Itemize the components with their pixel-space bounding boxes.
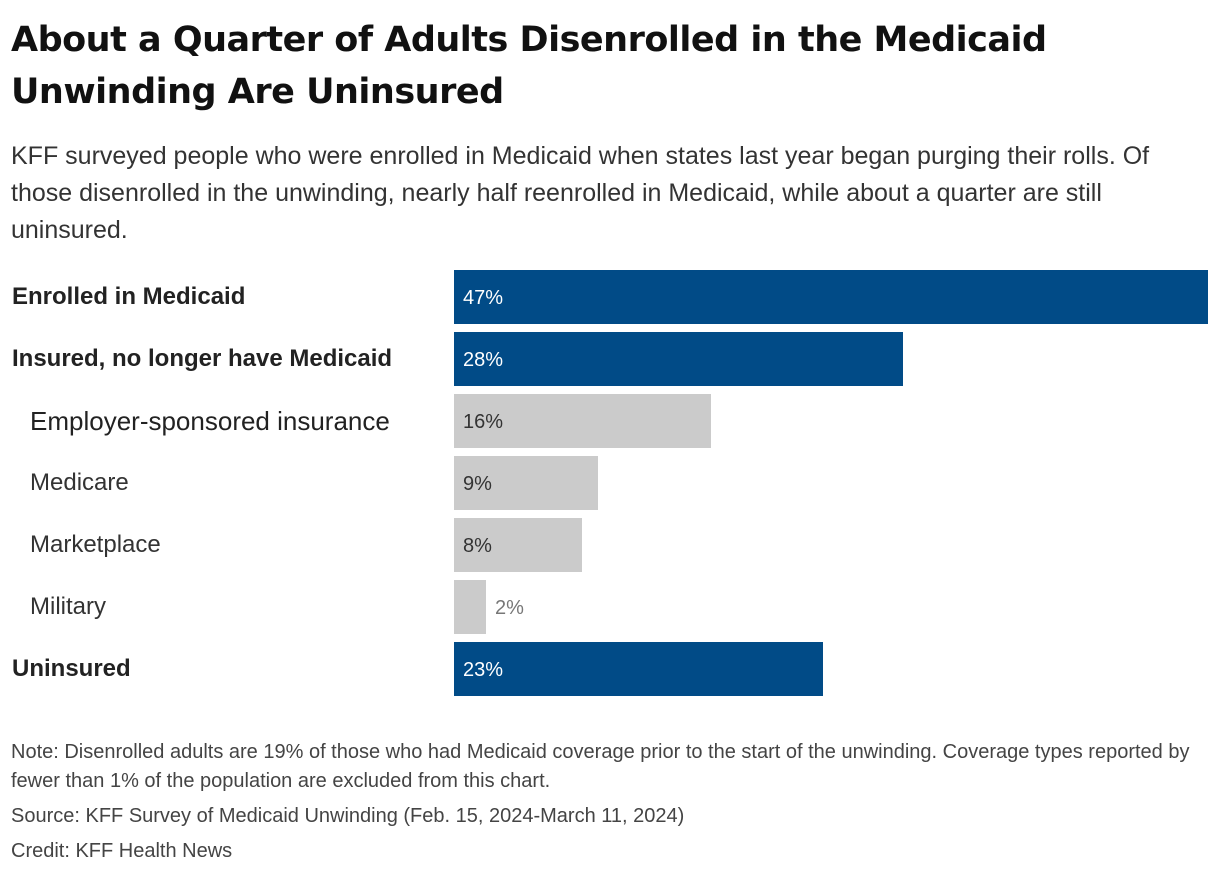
category-label: Military [30, 593, 106, 620]
category-label: Uninsured [12, 655, 131, 682]
bar [454, 642, 823, 696]
value-label: 9% [463, 473, 492, 495]
value-label: 23% [463, 659, 504, 681]
bar [454, 518, 582, 572]
category-label: Insured, no longer have Medicaid [12, 345, 393, 372]
category-label: Marketplace [30, 531, 161, 558]
category-label: Enrolled in Medicaid [12, 283, 246, 310]
bar-row-employer-sponsored-insurance: Employer-sponsored insurance 16% [0, 394, 1220, 448]
footer-source: Source: KFF Survey of Medicaid Unwinding… [11, 805, 685, 827]
bar-row-enrolled-in-medicaid: Enrolled in Medicaid 47% [0, 270, 1220, 324]
bar-row-military: Military 2% [0, 580, 1220, 634]
value-label: 16% [463, 411, 504, 433]
category-label: Employer-sponsored insurance [30, 406, 390, 436]
bar [454, 394, 711, 448]
bar [454, 456, 598, 510]
value-label: 2% [495, 597, 524, 619]
value-label: 47% [463, 287, 504, 309]
bar [454, 580, 486, 634]
bar-row-uninsured: Uninsured 23% [0, 642, 1220, 696]
value-label: 28% [463, 349, 504, 371]
bar [454, 270, 1208, 324]
chart-footer: Note: Disenrolled adults are 19% of thos… [11, 738, 1216, 866]
bar-row-marketplace: Marketplace 8% [0, 518, 1220, 572]
footer-credit: Credit: KFF Health News [11, 840, 233, 862]
footer-note: Note: Disenrolled adults are 19% of thos… [11, 741, 1190, 792]
bar-row-medicare: Medicare 9% [0, 456, 1220, 510]
bar-chart: Enrolled in Medicaid 47% Insured, no longe… [0, 262, 1220, 702]
chart-title: About a Quarter of Adults Disenrolled in… [11, 20, 1047, 112]
category-label: Medicare [30, 469, 129, 496]
chart-subtitle: KFF surveyed people who were enrolled in… [11, 142, 1150, 244]
bar [454, 332, 903, 386]
bar-row-insured-no-longer-have-medicaid: Insured, no longer have Medicaid 28% [0, 332, 1220, 386]
value-label: 8% [463, 535, 492, 557]
